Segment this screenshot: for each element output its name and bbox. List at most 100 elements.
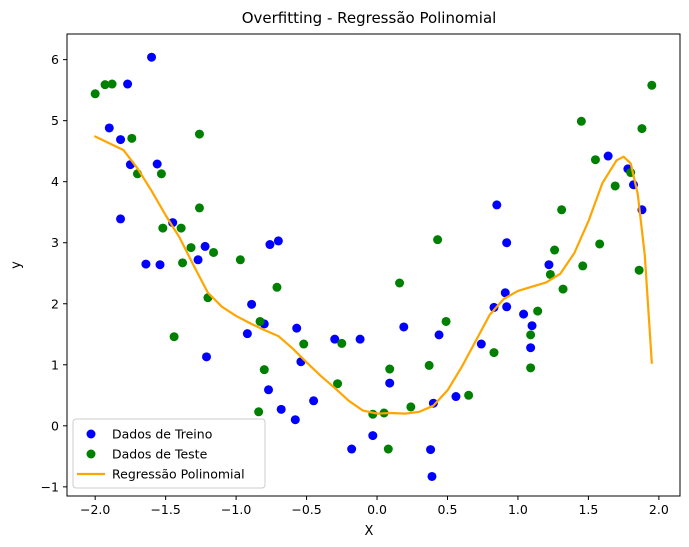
y-tick-label: 4 [51, 174, 59, 189]
train-data-point [273, 236, 283, 246]
y-tick-label: −1 [41, 479, 59, 494]
test-data-point [441, 316, 451, 326]
train-data-point [489, 302, 499, 312]
test-data-point [255, 316, 265, 326]
test-data-point [194, 203, 204, 213]
train-data-point [426, 445, 436, 455]
train-data-point [502, 302, 512, 312]
train-data-point [264, 385, 274, 395]
train-data-point [603, 151, 613, 161]
test-data-point [235, 255, 245, 265]
train-data-point [330, 334, 340, 344]
train-data-point [309, 396, 319, 406]
test-data-point [254, 407, 264, 417]
train-data-point [200, 241, 210, 251]
legend-marker [86, 449, 96, 459]
y-tick-label: 0 [51, 418, 59, 433]
train-data-point [147, 52, 157, 62]
test-data-point [194, 129, 204, 139]
chart-title: Overfitting - Regressão Polinomial [242, 9, 497, 27]
train-data-point [116, 214, 126, 224]
train-data-point [502, 238, 512, 248]
train-data-point [451, 392, 461, 402]
test-data-point [595, 239, 605, 249]
test-data-point [545, 269, 555, 279]
x-tick-label: 0.5 [438, 502, 458, 517]
train-data-point [141, 259, 151, 269]
test-data-point [178, 258, 188, 268]
train-data-point [368, 431, 378, 441]
train-data-point [290, 415, 300, 425]
x-tick-label: −2.0 [80, 502, 110, 517]
legend-marker [86, 429, 96, 439]
train-data-point [476, 339, 486, 349]
train-data-point [276, 404, 286, 414]
test-data-point [107, 79, 117, 89]
test-data-point [424, 360, 434, 370]
test-data-point [186, 243, 196, 253]
train-data-point [355, 334, 365, 344]
train-data-point [519, 309, 529, 319]
y-tick-label: 1 [51, 357, 59, 372]
test-data-point [337, 338, 347, 348]
test-data-point [647, 80, 657, 90]
test-data-point [383, 444, 393, 454]
test-data-point [578, 261, 588, 271]
test-data-point [489, 348, 499, 358]
test-data-point [158, 223, 168, 233]
test-data-point [526, 330, 536, 340]
train-data-point [116, 135, 126, 145]
test-data-point [576, 116, 586, 126]
test-data-point [610, 181, 620, 191]
plot-frame [66, 33, 681, 497]
train-data-point [292, 323, 302, 333]
legend-box [72, 418, 266, 489]
train-data-point [527, 321, 537, 331]
train-data-point [247, 299, 257, 309]
y-tick-label: 2 [51, 296, 59, 311]
test-data-point [406, 402, 416, 412]
train-data-point [492, 200, 502, 210]
train-data-point [427, 471, 437, 481]
test-data-point [395, 278, 405, 288]
x-axis-label: X [365, 524, 374, 539]
test-data-point [526, 363, 536, 373]
test-data-point [590, 155, 600, 165]
train-data-point [202, 352, 212, 362]
train-data-point [155, 260, 165, 270]
train-data-point [193, 255, 203, 265]
train-data-point [434, 330, 444, 340]
test-data-point [558, 284, 568, 294]
test-data-point [169, 332, 179, 342]
test-data-point [156, 169, 166, 179]
test-data-point [637, 124, 647, 134]
train-data-point [544, 260, 554, 270]
x-tick-label: 2.0 [649, 502, 669, 517]
regression-line [94, 135, 653, 415]
test-data-point [385, 364, 395, 374]
legend: Dados de Treino Dados de Teste Regressão P… [72, 418, 266, 489]
train-data-point [242, 329, 252, 339]
test-data-point [90, 89, 100, 99]
x-tick-label: −1.5 [150, 502, 180, 517]
train-data-point [399, 322, 409, 332]
x-tick-label: −1.0 [221, 502, 251, 517]
x-tick-label: −0.5 [291, 502, 321, 517]
train-data-point [526, 343, 536, 353]
legend-label: Regressão Polinomial [112, 467, 245, 482]
test-data-point [464, 390, 474, 400]
test-data-point [176, 223, 186, 233]
test-data-point [557, 205, 567, 215]
test-data-point [209, 247, 219, 257]
train-data-point [347, 444, 357, 454]
x-tick-label: 1.5 [578, 502, 598, 517]
test-data-point [259, 365, 269, 375]
test-data-point [433, 235, 443, 245]
train-data-point [265, 240, 275, 250]
legend-label: Dados de Treino [112, 427, 212, 442]
train-data-point [152, 159, 162, 169]
test-data-point [333, 379, 343, 389]
test-data-point [550, 245, 560, 255]
y-tick-label: 6 [51, 52, 59, 67]
